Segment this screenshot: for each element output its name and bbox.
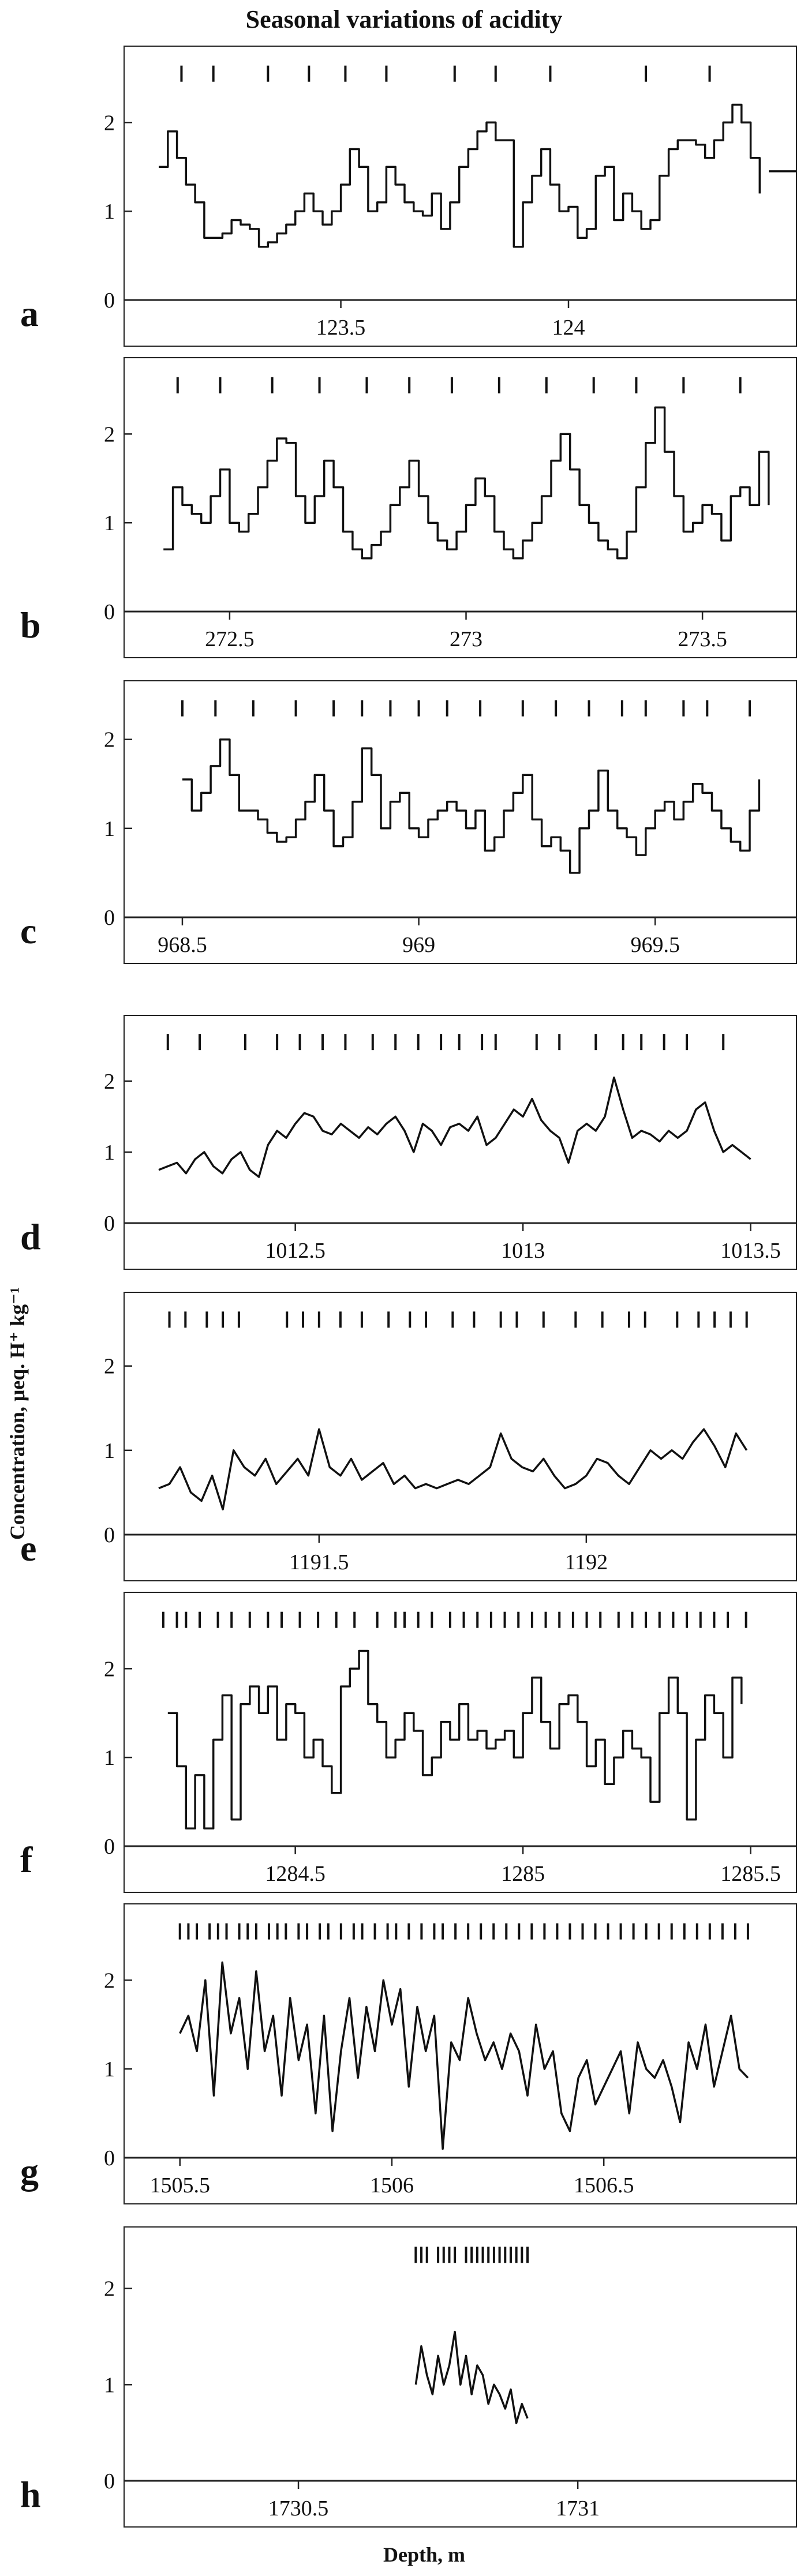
y-tick-label: 1 [104,1746,115,1770]
x-axis-label: Depth, m [383,2543,465,2566]
y-tick-label: 2 [104,1355,115,1379]
panel-b: 0 1 2 272.5 273 273.5 b [20,357,797,658]
panel-letter: c [20,910,36,951]
panels: 0 1 2 123.5 124 a 0 1 2 272.5 273 273.5 b 0 1 2 968.5 969… [20,46,797,2528]
x-tick-label: 1730.5 [268,2496,329,2521]
x-tick-label: 1506.5 [574,2173,634,2198]
y-tick-label: 0 [104,288,115,313]
x-tick-label: 1731 [556,2496,600,2521]
panel-c: 0 1 2 968.5 969 969.5 c [20,680,797,964]
panel-frame [124,2226,797,2528]
x-tick-label: 1285 [501,1862,545,1886]
panel-h: 0 1 2 1730.5 1731 h [20,2226,797,2528]
y-axis-label: Concentration, μeq. H⁺ kg⁻¹ [6,1287,29,1540]
x-tick-label: 1191.5 [289,1550,349,1574]
y-tick-label: 0 [104,1835,115,1859]
panel-a: 0 1 2 123.5 124 a [20,46,797,347]
x-tick-label: 1013 [501,1239,545,1263]
panel-letter: h [20,2474,41,2515]
x-tick-label: 273 [450,627,482,651]
acidity-series [158,1428,748,1510]
panel-g: 0 1 2 1505.5 1506 1506.5 g [20,1903,797,2204]
y-tick-label: 2 [104,111,115,135]
panel-letter: g [20,2151,39,2192]
acidity-series [182,738,761,874]
panel-frame [124,357,797,658]
panel-frame [124,1015,797,1270]
acidity-series [163,406,770,560]
y-tick-label: 2 [104,1657,115,1681]
y-tick-label: 2 [104,728,115,752]
y-tick-label: 0 [104,906,115,930]
panel-frame [124,1903,797,2204]
y-tick-label: 0 [104,2469,115,2493]
y-tick-label: 0 [104,2146,115,2170]
x-tick-label: 1012.5 [265,1239,326,1263]
y-tick-label: 0 [104,1523,115,1547]
x-tick-label: 1285.5 [720,1862,781,1886]
y-tick-label: 1 [104,817,115,841]
panel-letter: f [20,1839,33,1880]
acidity-series [159,103,761,248]
x-tick-label: 272.5 [205,627,255,651]
x-tick-label: 273.5 [678,627,727,651]
x-tick-label: 1013.5 [720,1239,781,1263]
y-tick-label: 0 [104,600,115,624]
x-tick-label: 124 [552,316,585,340]
acidity-series [414,2330,529,2424]
acidity-series [158,1076,751,1178]
x-tick-label: 969.5 [630,933,680,957]
panel-letter: a [20,293,39,334]
x-tick-label: 1506 [370,2173,414,2198]
acidity-series [179,1961,749,2150]
y-tick-label: 1 [104,200,115,224]
acidity-series [167,1649,743,1829]
panel-e: 0 1 2 1191.5 1192 e [20,1292,797,1581]
panel-letter: e [20,1528,36,1569]
x-tick-label: 1505.5 [149,2173,210,2198]
panel-frame [124,1292,797,1581]
panel-frame [124,46,797,347]
y-tick-label: 2 [104,1070,115,1094]
y-tick-label: 1 [104,511,115,535]
x-tick-label: 969 [402,933,435,957]
y-tick-label: 2 [104,2277,115,2301]
panel-letter: d [20,1216,41,1257]
y-tick-label: 2 [104,422,115,447]
y-tick-label: 1 [104,1141,115,1165]
y-tick-label: 0 [104,1212,115,1236]
x-tick-label: 1192 [565,1550,608,1574]
y-tick-label: 1 [104,2373,115,2397]
x-tick-label: 1284.5 [265,1862,326,1886]
y-tick-label: 1 [104,1439,115,1463]
figure-title: Seasonal variations of acidity [246,5,563,33]
panel-frame [124,680,797,964]
panel-d: 0 1 2 1012.5 1013 1013.5 d [20,1015,797,1270]
x-tick-label: 968.5 [158,933,207,957]
y-tick-label: 1 [104,2057,115,2082]
y-tick-label: 2 [104,1968,115,1993]
panel-f: 0 1 2 1284.5 1285 1285.5 f [20,1592,797,1893]
panel-letter: b [20,605,41,646]
panel-frame [124,1592,797,1893]
x-tick-label: 123.5 [316,316,366,340]
